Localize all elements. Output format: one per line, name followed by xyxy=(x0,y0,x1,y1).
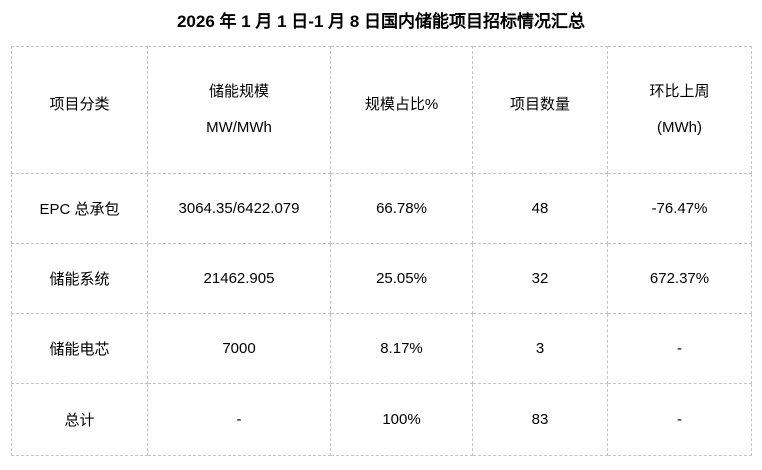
page-title: 2026 年 1 月 1 日-1 月 8 日国内储能项目招标情况汇总 xyxy=(176,12,586,31)
header-label: 项目分类 xyxy=(49,95,110,113)
header-label-unit: MW/MWh xyxy=(206,118,272,136)
cell-project-count: 83 xyxy=(472,383,608,456)
cell-category: 总计 xyxy=(11,383,148,456)
storage-bidding-summary-table: 项目分类 储能规模 MW/MWh 规模占比% 项目数量 环比上周 (MWh) xyxy=(11,46,752,456)
header-cell-category: 项目分类 xyxy=(11,46,148,174)
cell-wow-change: - xyxy=(607,313,752,384)
table-header-row: 项目分类 储能规模 MW/MWh 规模占比% 项目数量 环比上周 (MWh) xyxy=(11,46,752,174)
cell-scale-share: 25.05% xyxy=(330,243,473,314)
cell-project-count: 3 xyxy=(472,313,608,384)
cell-wow-change: -76.47% xyxy=(607,173,752,244)
header-label: 环比上周 xyxy=(649,82,710,100)
table-row-epc: EPC 总承包 3064.35/6422.079 66.78% 48 -76.4… xyxy=(11,173,752,244)
cell-category: EPC 总承包 xyxy=(11,173,148,244)
cell-project-count: 32 xyxy=(472,243,608,314)
cell-scale: - xyxy=(147,383,331,456)
header-label: 规模占比% xyxy=(364,95,439,113)
table-row-total: 总计 - 100% 83 - xyxy=(11,383,752,456)
header-label-unit: (MWh) xyxy=(657,118,702,136)
cell-wow-change: - xyxy=(607,383,752,456)
cell-scale-share: 8.17% xyxy=(330,313,473,384)
cell-scale: 21462.905 xyxy=(147,243,331,314)
cell-scale-share: 100% xyxy=(330,383,473,456)
header-cell-project-count: 项目数量 xyxy=(472,46,608,174)
table-row-cell: 储能电芯 7000 8.17% 3 - xyxy=(11,313,752,384)
header-label: 储能规模 xyxy=(208,82,269,100)
cell-wow-change: 672.37% xyxy=(607,243,752,314)
header-cell-scale: 储能规模 MW/MWh xyxy=(147,46,331,174)
table-row-system: 储能系统 21462.905 25.05% 32 672.37% xyxy=(11,243,752,314)
cell-scale-share: 66.78% xyxy=(330,173,473,244)
header-cell-scale-share: 规模占比% xyxy=(330,46,473,174)
cell-scale: 7000 xyxy=(147,313,331,384)
cell-category: 储能系统 xyxy=(11,243,148,314)
cell-category: 储能电芯 xyxy=(11,313,148,384)
header-cell-wow-change: 环比上周 (MWh) xyxy=(607,46,752,174)
header-label: 项目数量 xyxy=(509,95,570,113)
cell-scale: 3064.35/6422.079 xyxy=(147,173,331,244)
cell-project-count: 48 xyxy=(472,173,608,244)
